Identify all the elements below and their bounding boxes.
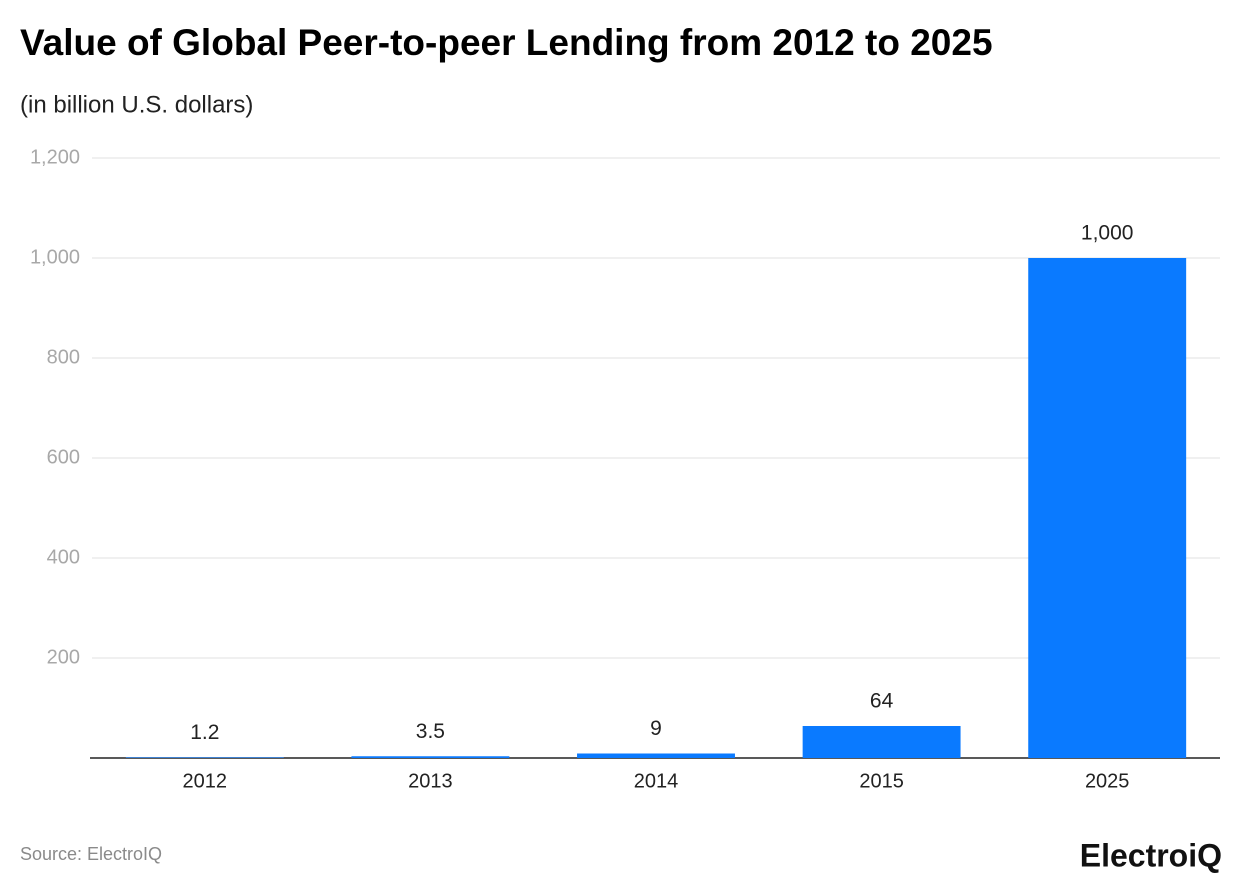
data-label: 1,000 — [1081, 222, 1134, 245]
data-label: 64 — [870, 690, 894, 713]
x-tick-label: 2014 — [634, 770, 679, 792]
bar — [577, 753, 735, 758]
data-label: 1.2 — [190, 721, 219, 744]
y-tick-label: 400 — [47, 546, 80, 568]
source: Source: ElectroIQ — [20, 844, 162, 864]
x-tick-label: 2012 — [183, 770, 228, 792]
y-tick-label: 600 — [47, 446, 80, 468]
y-tick-label: 200 — [47, 646, 80, 668]
bar — [802, 726, 961, 758]
data-label: 9 — [650, 717, 662, 740]
chart-subtitle: (in billion U.S. dollars) — [20, 91, 253, 118]
data-label: 3.5 — [416, 720, 445, 743]
x-tick-label: 2025 — [1085, 770, 1130, 792]
y-tick-label: 1,200 — [30, 146, 80, 168]
chart-title: Value of Global Peer-to-peer Lending fro… — [20, 22, 993, 63]
bar — [1028, 258, 1187, 758]
y-tick-label: 1,000 — [30, 246, 80, 268]
logo: ElectroiQ — [1080, 837, 1222, 873]
bar — [125, 757, 284, 758]
y-tick-label: 800 — [47, 346, 80, 368]
x-tick-label: 2015 — [859, 770, 904, 792]
x-tick-label: 2013 — [408, 770, 453, 792]
bar — [351, 756, 510, 758]
